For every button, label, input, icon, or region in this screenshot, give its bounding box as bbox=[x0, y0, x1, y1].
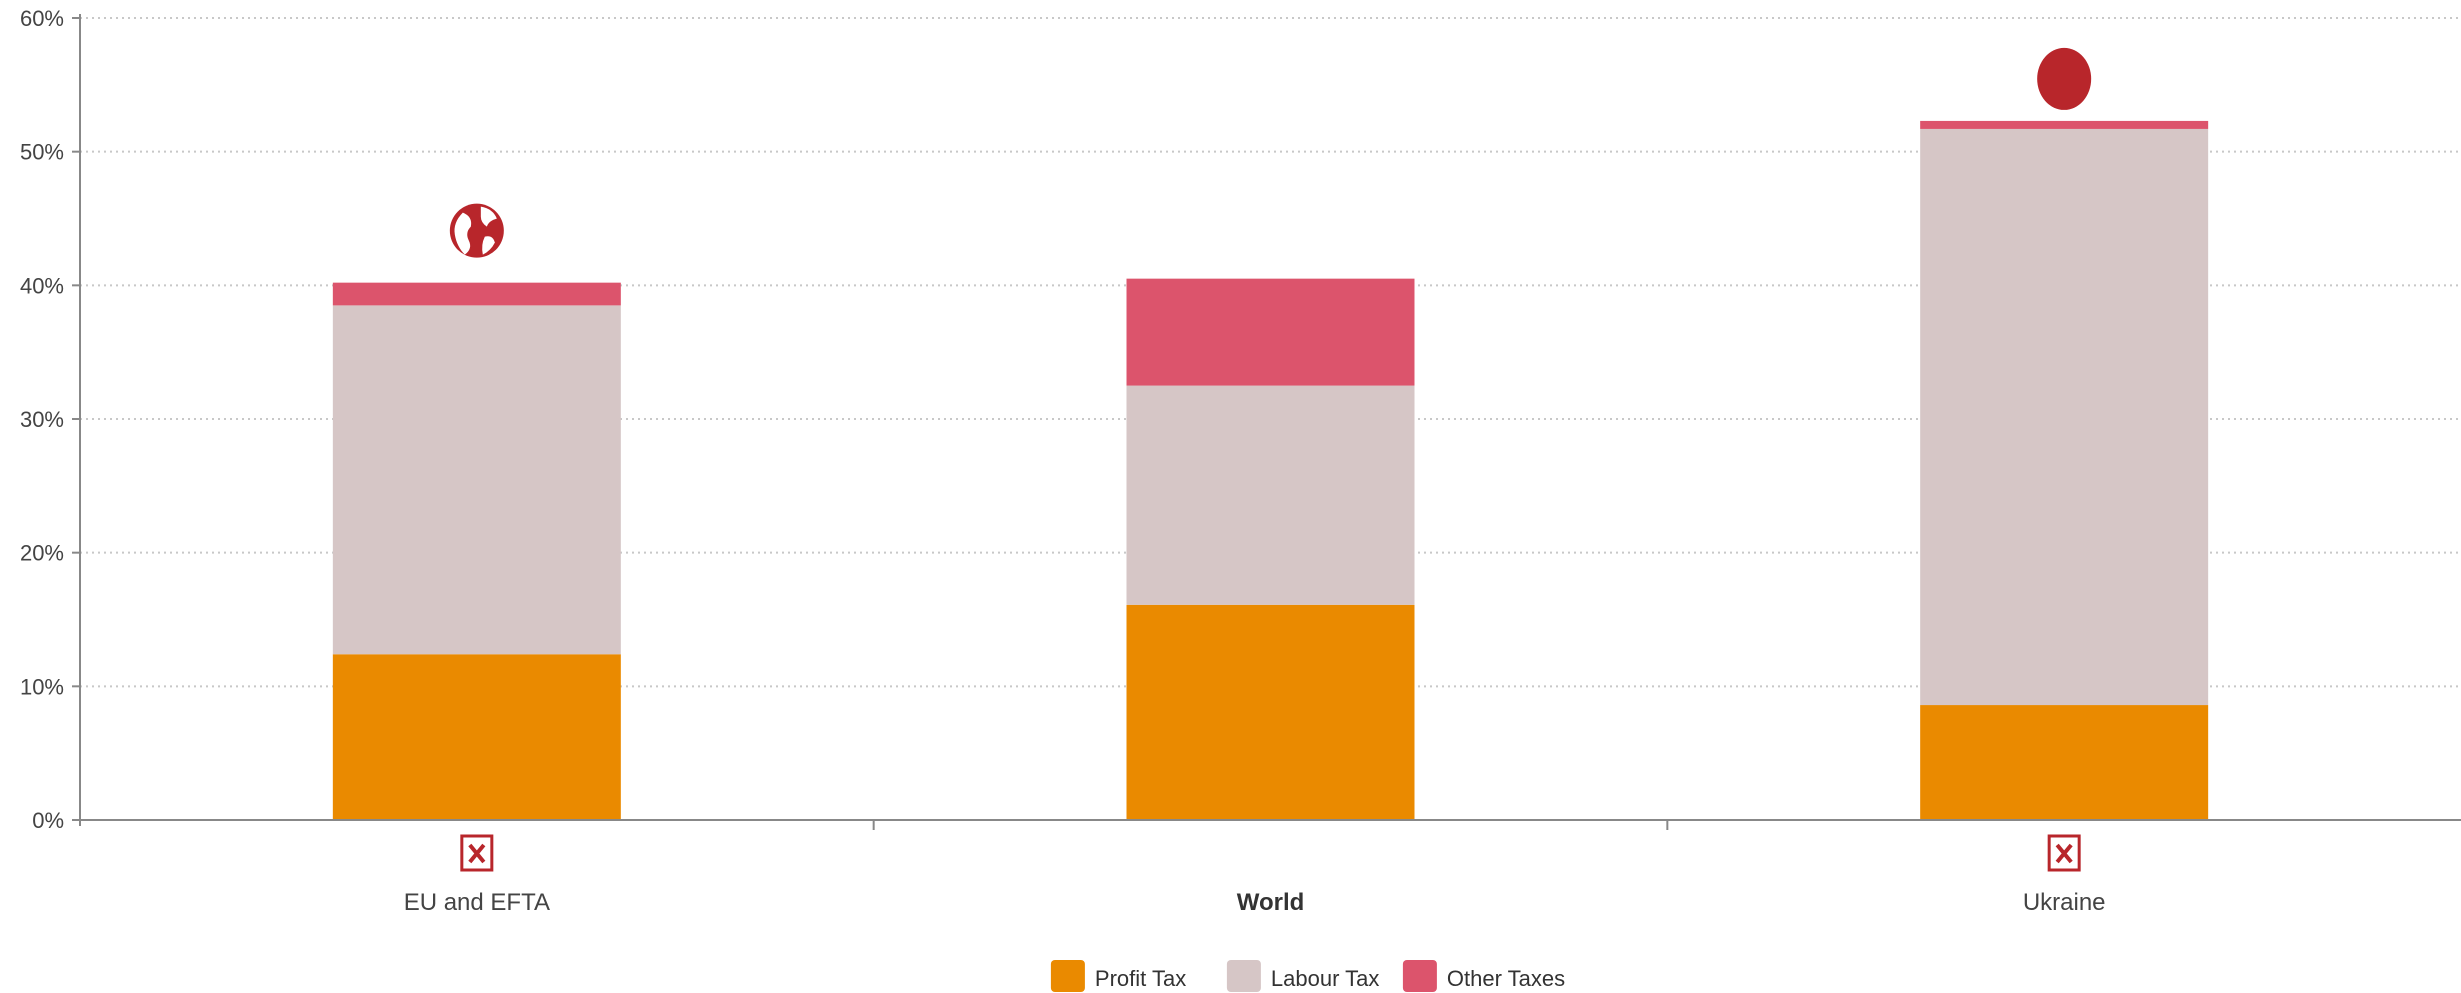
legend-label: Labour Tax bbox=[1271, 966, 1379, 991]
y-tick-label: 60% bbox=[20, 6, 64, 31]
bar-segment[interactable] bbox=[1126, 278, 1415, 386]
bar-segment[interactable] bbox=[1920, 705, 2209, 820]
bars bbox=[332, 120, 2209, 820]
y-tick-label: 10% bbox=[20, 674, 64, 699]
y-tick-label: 40% bbox=[20, 273, 64, 298]
bar-segment[interactable] bbox=[1126, 604, 1415, 820]
bar-segment[interactable] bbox=[1920, 128, 2209, 706]
legend: Profit Tax Labour Tax Other Taxes bbox=[1050, 960, 1565, 992]
dot-icon bbox=[2037, 47, 2092, 110]
bar-segment[interactable] bbox=[1126, 385, 1415, 605]
legend-swatch bbox=[1050, 960, 1085, 992]
axes: 0% 10% 20% 30% 40% 50% 60% EU and EFTA World Ukra… bbox=[20, 6, 2461, 916]
bar-segment[interactable] bbox=[332, 282, 621, 306]
legend-swatch bbox=[1402, 960, 1437, 992]
x-tick-label: World bbox=[1237, 889, 1305, 916]
legend-label: Profit Tax bbox=[1095, 966, 1186, 991]
x-tick-label: EU and EFTA bbox=[404, 889, 550, 916]
legend-label: Other Taxes bbox=[1447, 966, 1565, 991]
globe-icon bbox=[449, 203, 504, 258]
x-tick-label: Ukraine bbox=[2023, 889, 2106, 916]
bar-segment[interactable] bbox=[332, 654, 621, 820]
y-tick-label: 30% bbox=[20, 407, 64, 432]
legend-item[interactable]: Labour Tax bbox=[1226, 960, 1379, 992]
legend-item[interactable]: Other Taxes bbox=[1402, 960, 1565, 992]
y-tick-label: 50% bbox=[20, 140, 64, 165]
category-markers bbox=[449, 47, 2092, 872]
broken-image-icon bbox=[460, 834, 494, 872]
legend-swatch bbox=[1226, 960, 1261, 992]
legend-item[interactable]: Profit Tax bbox=[1050, 960, 1186, 992]
y-tick-label: 0% bbox=[32, 808, 64, 833]
bar-segment[interactable] bbox=[1920, 120, 2209, 129]
y-tick-label: 20% bbox=[20, 541, 64, 566]
bar-segment[interactable] bbox=[332, 305, 621, 655]
broken-image-icon bbox=[2047, 834, 2081, 872]
